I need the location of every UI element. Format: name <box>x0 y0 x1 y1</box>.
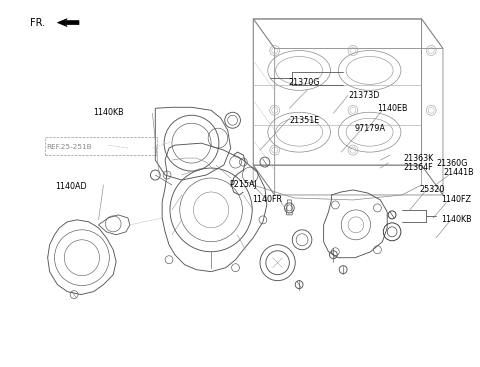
Text: 1140AD: 1140AD <box>55 182 87 192</box>
Text: 97179A: 97179A <box>355 124 386 133</box>
Text: 1140EB: 1140EB <box>377 104 408 113</box>
Text: 21363K: 21363K <box>404 154 434 163</box>
Text: 21441B: 21441B <box>443 168 474 177</box>
Text: 21364F: 21364F <box>404 163 433 171</box>
Text: REF.25-251B: REF.25-251B <box>47 144 92 150</box>
Text: 21370G: 21370G <box>288 78 320 87</box>
Text: 1140FR: 1140FR <box>252 196 282 204</box>
Bar <box>45 137 157 155</box>
Text: 25320: 25320 <box>420 185 445 195</box>
Text: 1140KB: 1140KB <box>93 108 124 117</box>
Text: 21360G: 21360G <box>436 159 468 168</box>
Text: P215AJ: P215AJ <box>229 181 257 189</box>
Text: FR.: FR. <box>30 18 45 28</box>
Text: 1140KB: 1140KB <box>441 215 472 224</box>
Text: 21351E: 21351E <box>289 116 320 125</box>
Text: 1140FZ: 1140FZ <box>441 196 471 204</box>
Text: 21373D: 21373D <box>348 91 380 100</box>
Polygon shape <box>58 19 79 26</box>
